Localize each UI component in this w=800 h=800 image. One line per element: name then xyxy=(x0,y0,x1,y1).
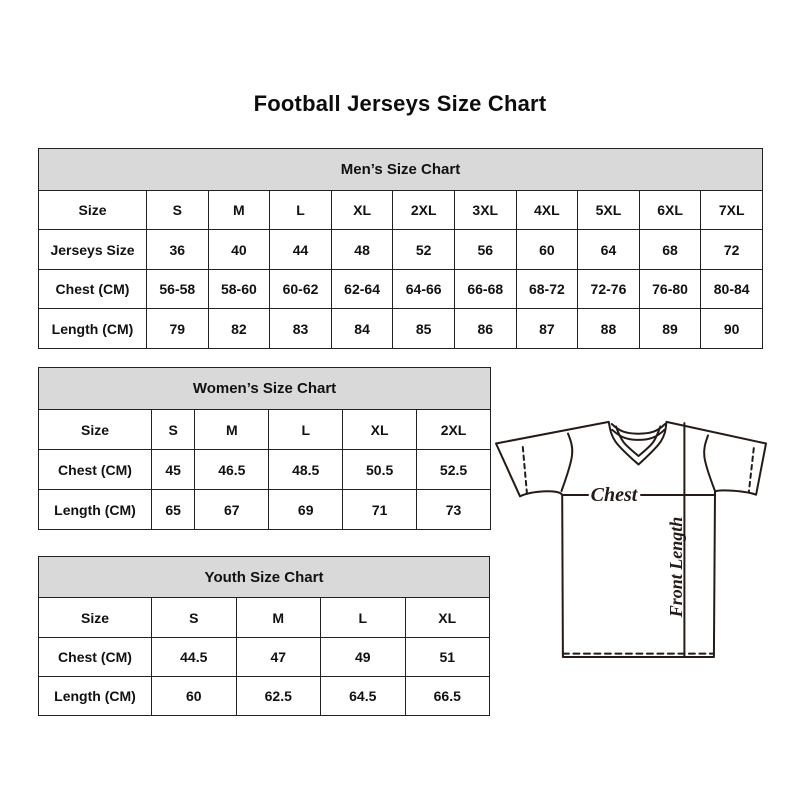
svg-text:Front Length: Front Length xyxy=(666,517,686,619)
svg-text:Chest: Chest xyxy=(591,484,639,506)
